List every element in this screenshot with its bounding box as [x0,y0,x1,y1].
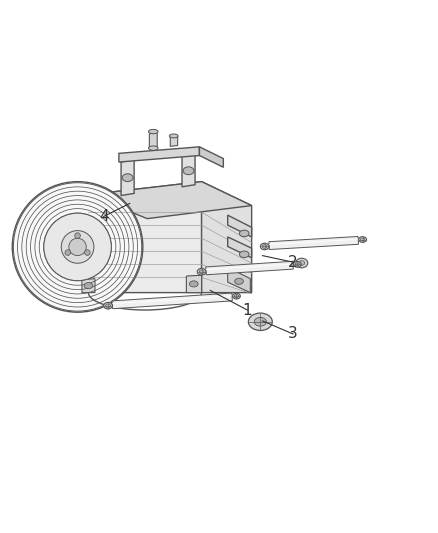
Ellipse shape [84,282,93,289]
Ellipse shape [170,134,178,138]
Text: 1: 1 [243,303,252,318]
Polygon shape [182,154,195,187]
Ellipse shape [65,250,71,255]
Polygon shape [228,237,252,258]
Polygon shape [119,147,199,162]
Ellipse shape [235,278,244,284]
Polygon shape [186,275,201,293]
Ellipse shape [148,146,158,150]
Polygon shape [228,215,252,237]
Ellipse shape [240,230,249,237]
Polygon shape [206,261,293,274]
Polygon shape [201,182,252,293]
Ellipse shape [299,261,305,265]
Ellipse shape [199,270,204,273]
Ellipse shape [359,237,367,243]
Ellipse shape [106,304,110,308]
Polygon shape [88,182,252,219]
Polygon shape [269,237,358,249]
Polygon shape [88,182,201,293]
Ellipse shape [240,251,249,257]
Ellipse shape [183,167,194,175]
Polygon shape [112,293,232,309]
Ellipse shape [75,233,81,238]
Ellipse shape [197,269,206,275]
Polygon shape [228,268,251,293]
Ellipse shape [69,238,86,256]
Polygon shape [170,136,178,147]
Text: 3: 3 [288,326,298,342]
Ellipse shape [122,174,133,182]
Ellipse shape [61,231,94,263]
Polygon shape [82,279,95,293]
Ellipse shape [85,250,90,255]
Ellipse shape [260,243,269,250]
Ellipse shape [293,262,301,267]
Ellipse shape [148,130,158,134]
Ellipse shape [360,238,365,241]
Polygon shape [121,160,134,196]
Ellipse shape [234,295,239,297]
Ellipse shape [262,245,267,248]
Ellipse shape [189,281,198,287]
Ellipse shape [248,313,272,330]
Ellipse shape [13,183,142,311]
Ellipse shape [295,263,300,266]
Ellipse shape [254,318,266,326]
Ellipse shape [44,213,111,281]
Ellipse shape [233,293,240,299]
Polygon shape [149,133,157,148]
Ellipse shape [296,258,308,268]
Polygon shape [199,147,223,167]
Text: 2: 2 [288,255,298,270]
Text: 4: 4 [99,209,109,224]
Ellipse shape [104,302,113,309]
